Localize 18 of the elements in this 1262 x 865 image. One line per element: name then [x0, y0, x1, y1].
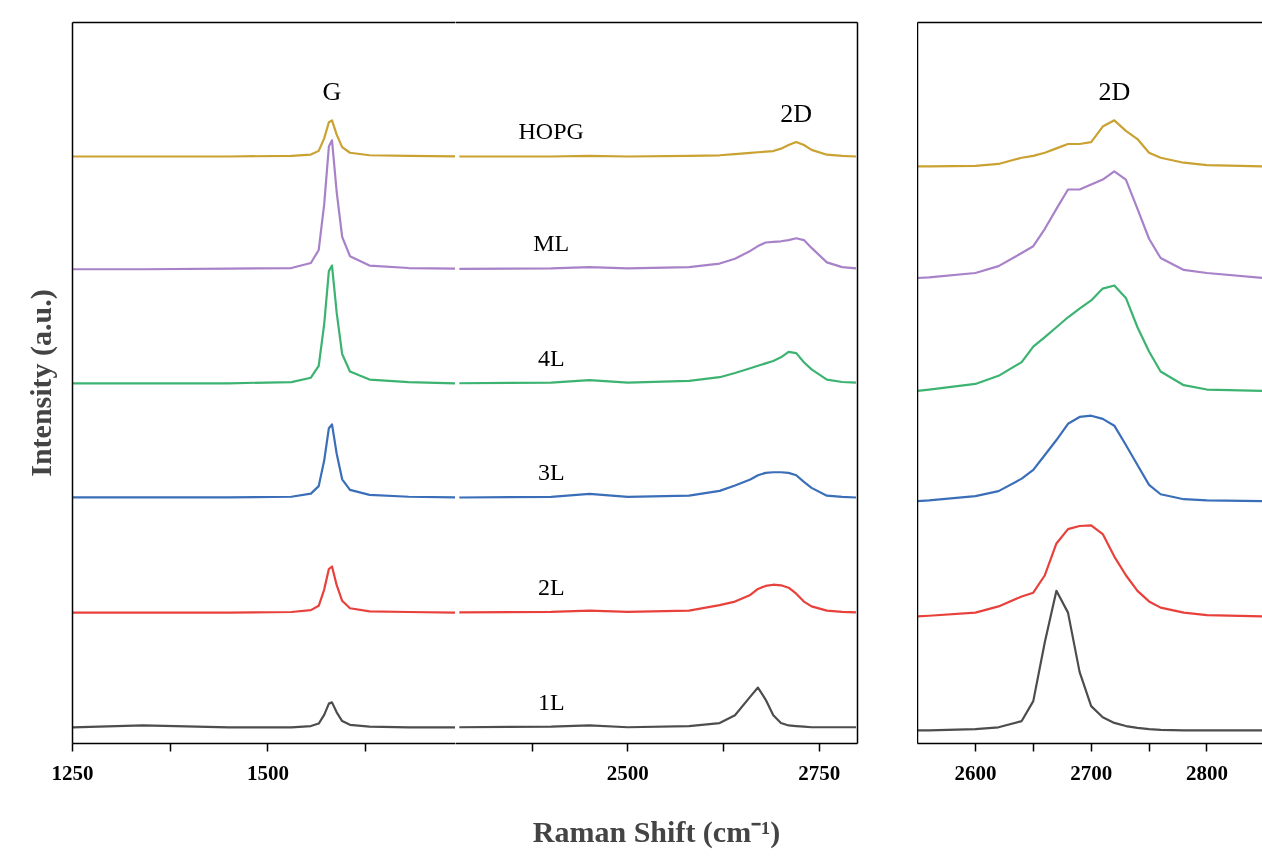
x-axis-title: Raman Shift (cm⁻¹): [532, 814, 781, 849]
x-tick-label: 2500: [606, 760, 649, 785]
text: G: [322, 77, 342, 107]
x-tick-label: 1500: [246, 760, 289, 785]
text: 2D: [1098, 77, 1131, 107]
series-label: 1L: [537, 688, 565, 715]
series-label: 2L: [537, 573, 565, 600]
x-tick-label: 2700: [1070, 760, 1113, 785]
series-label: 4L: [537, 344, 565, 371]
series-label: 3L: [537, 458, 565, 485]
x-tick-label: 1250: [51, 760, 94, 785]
x-tick-label: 2750: [798, 760, 841, 785]
y-axis-title: Intensity (a.u.): [23, 289, 58, 477]
series-label: HOPG: [518, 118, 584, 145]
x-tick-label: 2600: [954, 760, 997, 785]
x-tick-label: 2800: [1185, 760, 1228, 785]
text: 2D: [780, 99, 813, 129]
series-label: ML: [533, 230, 570, 257]
